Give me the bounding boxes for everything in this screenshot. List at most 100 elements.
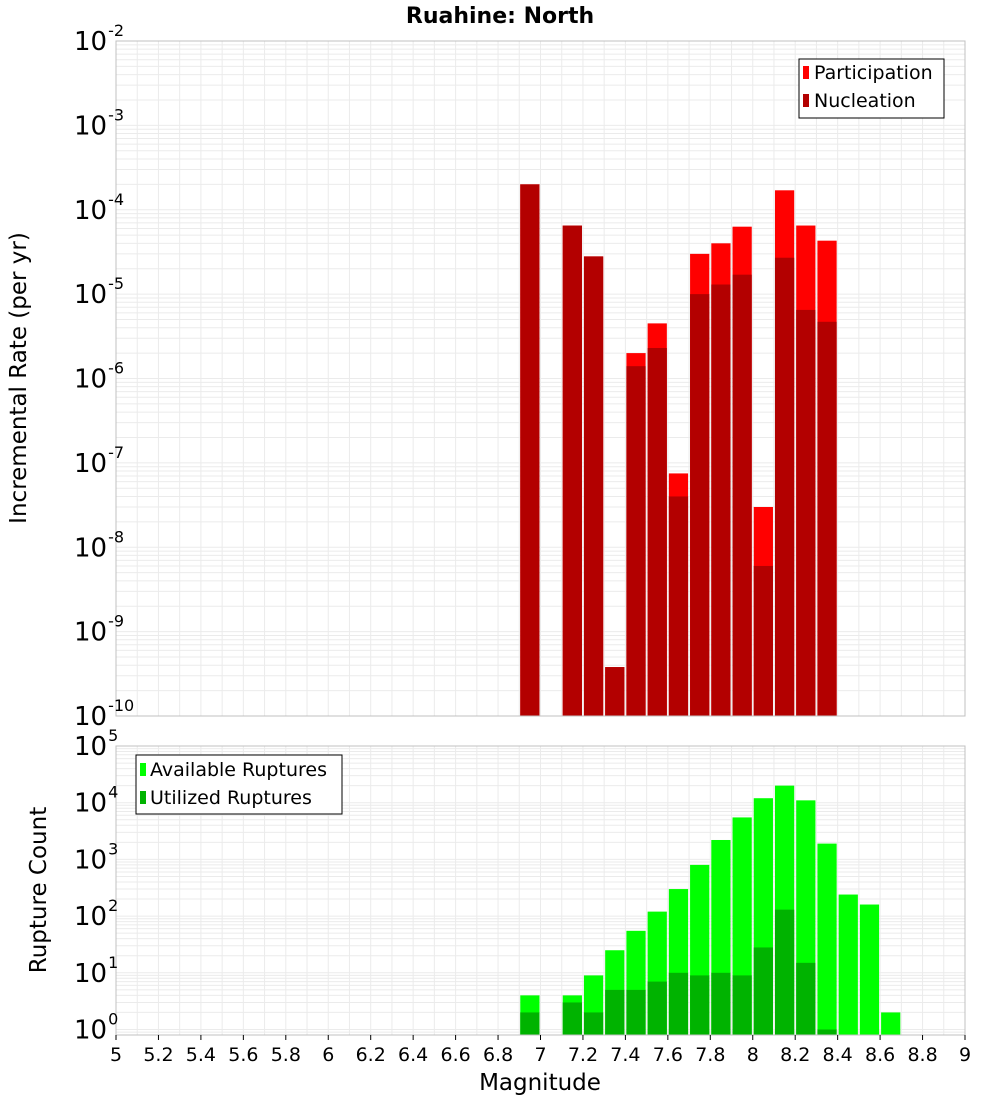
nucleation-bar — [732, 274, 752, 716]
rate-grid — [116, 41, 965, 716]
utilized-bar — [690, 975, 710, 1035]
count-y-axis-label: Rupture Count — [26, 807, 52, 973]
rate-y-tick-label-exponent: -6 — [108, 359, 124, 378]
available-bar — [838, 894, 858, 1035]
rate-y-tick-label-exponent: -5 — [108, 274, 124, 293]
x-tick-label: 5.8 — [271, 1044, 301, 1066]
utilized-bar — [774, 909, 795, 1035]
x-tick-label: 8.8 — [907, 1044, 937, 1066]
nucleation-bar — [774, 257, 795, 716]
rate-legend-box — [798, 58, 945, 119]
utilized-bar — [647, 981, 667, 1035]
rate-y-tick-label: 10-5 — [74, 274, 124, 310]
x-tick-label: 8.4 — [823, 1044, 853, 1066]
utilized-bar — [668, 972, 689, 1035]
nucleation-bar — [711, 284, 731, 716]
x-tick-label: 7.6 — [653, 1044, 683, 1066]
x-tick-label: 5.6 — [228, 1044, 258, 1066]
utilized-bar — [753, 947, 773, 1035]
participation-legend-swatch — [803, 66, 809, 79]
x-tick-label: 8.2 — [780, 1044, 810, 1066]
rate-y-tick-label-exponent: -4 — [108, 190, 124, 209]
nucleation-bar — [668, 496, 689, 716]
count-y-tick-label-exponent: 3 — [108, 839, 118, 858]
count-y-tick-label: 103 — [74, 839, 118, 875]
x-tick-label: 8 — [747, 1044, 759, 1066]
count-y-tick-label-exponent: 5 — [108, 726, 118, 745]
nucleation-bar — [753, 565, 773, 716]
utilized-bar — [520, 1012, 540, 1035]
x-tick-label: 7.4 — [610, 1044, 640, 1066]
rate-y-axis-label: Incremental Rate (per yr) — [6, 232, 32, 524]
utilized-bar — [562, 1002, 582, 1035]
utilized-bar — [796, 962, 816, 1035]
available-bar — [817, 843, 837, 1035]
nucleation-bar — [796, 309, 816, 716]
x-tick-label: 6.8 — [483, 1044, 513, 1066]
x-tick-label: 6.6 — [440, 1044, 470, 1066]
nucleation-bar — [690, 294, 710, 716]
rate-y-tick-label-exponent: -3 — [108, 105, 124, 124]
rate-y-tick-label: 10-4 — [74, 190, 124, 226]
nucleation-legend-swatch — [803, 94, 809, 107]
utilized-bar — [711, 972, 731, 1035]
count-y-tick-label: 102 — [74, 896, 118, 932]
count-bars — [520, 785, 901, 1035]
x-tick-label: 5.4 — [186, 1044, 216, 1066]
rate-y-tick-label-exponent: -7 — [108, 443, 124, 462]
utilized-bar — [626, 989, 646, 1035]
rate-legend: Participation Nucleation — [798, 58, 945, 119]
nucleation-legend-label: Nucleation — [814, 90, 916, 112]
count-legend: Available Ruptures Utilized Ruptures — [135, 754, 343, 815]
nucleation-bar — [817, 321, 837, 716]
count-y-tick-label: 101 — [74, 953, 118, 989]
x-tick-label: 5 — [110, 1044, 122, 1066]
count-y-tick-label-exponent: 1 — [108, 953, 118, 972]
count-y-tick-label-exponent: 2 — [108, 896, 118, 915]
utilized-bar — [817, 1029, 837, 1035]
nucleation-bar — [647, 347, 667, 716]
available-bar — [881, 1012, 901, 1035]
nucleation-bar — [583, 256, 604, 716]
rate-y-tick-label-exponent: -10 — [108, 696, 134, 715]
chart-title: Ruahine: North — [406, 4, 594, 29]
rate-plot-frame — [115, 40, 966, 717]
count-y-tick-label: 104 — [74, 783, 118, 819]
count-y-tick-label: 105 — [74, 726, 118, 762]
x-axis-label: Magnitude — [479, 1070, 601, 1096]
utilized-legend-swatch — [140, 791, 146, 804]
rate-y-tick-label: 10-10 — [74, 696, 134, 732]
count-y-tick-label-exponent: 0 — [108, 1010, 118, 1029]
available-legend-swatch — [140, 763, 146, 776]
available-bar — [859, 904, 880, 1035]
nucleation-bar — [562, 225, 582, 716]
x-tick-label: 7 — [534, 1044, 546, 1066]
x-tick-label: 7.8 — [695, 1044, 725, 1066]
x-tick-label: 5.2 — [143, 1044, 173, 1066]
x-tick-label: 6 — [322, 1044, 334, 1066]
nucleation-bar — [605, 667, 625, 716]
count-y-tick-label-exponent: 4 — [108, 783, 118, 802]
participation-legend-label: Participation — [814, 62, 933, 84]
count-y-tick-label: 100 — [74, 1010, 118, 1046]
utilized-bar — [732, 975, 752, 1035]
rate-y-tick-label-exponent: -9 — [108, 612, 124, 631]
magnitude-x-ticks: 5 5.2 5.4 5.6 5.8 6 6.2 6.4 6.6 6.8 7 7.2 7.4 7.6 7.8 8… — [110, 1035, 971, 1066]
utilized-bar — [605, 989, 625, 1035]
utilized-bar — [583, 1012, 604, 1035]
nucleation-bar — [626, 366, 646, 716]
x-tick-label: 9 — [959, 1044, 971, 1066]
rate-bars — [520, 184, 837, 717]
x-tick-label: 7.2 — [568, 1044, 598, 1066]
nucleation-bar — [520, 184, 540, 717]
rate-y-tick-label-exponent: -2 — [108, 21, 124, 40]
x-tick-label: 8.6 — [865, 1044, 895, 1066]
x-tick-label: 6.2 — [356, 1044, 386, 1066]
available-legend-label: Available Ruptures — [150, 759, 327, 781]
x-tick-label: 6.4 — [398, 1044, 428, 1066]
rate-y-tick-label-exponent: -8 — [108, 527, 124, 546]
count-legend-box — [135, 754, 343, 815]
